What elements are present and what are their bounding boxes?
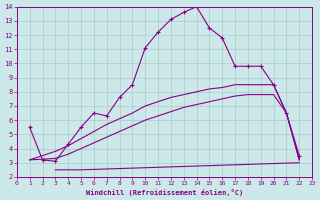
X-axis label: Windchill (Refroidissement éolien,°C): Windchill (Refroidissement éolien,°C) bbox=[86, 189, 243, 196]
